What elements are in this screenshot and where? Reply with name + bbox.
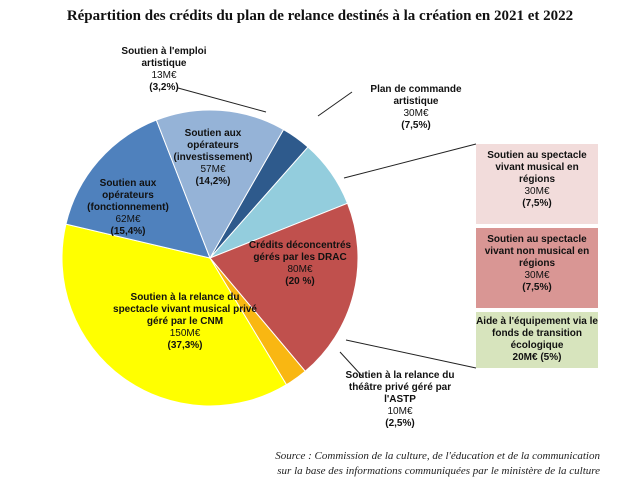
leader-drac-top xyxy=(343,143,477,179)
leader-emploi xyxy=(177,87,267,113)
slice-cnm xyxy=(61,223,288,407)
slice-label-commande: Plan de commande artistique 30M€ (7,5%) xyxy=(370,84,462,131)
leader-drac-bottom xyxy=(345,339,477,369)
slice-label-fonctionnement: Soutien aux opérateurs (fonctionnement) … xyxy=(87,178,169,237)
slice-label-investissement: Soutien aux opérateurs (investissement) … xyxy=(173,128,253,187)
slice-label-drac: Crédits déconcentrés gérés par les DRAC … xyxy=(248,240,352,287)
source-note: Source : Commission de la culture, de l'… xyxy=(275,450,600,477)
slice-fonctionnement xyxy=(65,119,211,259)
leader-commande xyxy=(317,91,353,117)
chart-title: Répartition des crédits du plan de relan… xyxy=(66,8,574,24)
drac-box-musical: Soutien au spectacle vivant musical en r… xyxy=(476,144,598,224)
slice-label-cnm: Soutien à la relance du spectacle vivant… xyxy=(113,292,257,351)
slice-investissement xyxy=(155,109,285,260)
slice-drac xyxy=(209,202,359,372)
drac-box-equipement: Aide à l'équipement via le fonds de tran… xyxy=(476,312,598,368)
drac-box-non-musical: Soutien au spectacle vivant non musical … xyxy=(476,228,598,308)
slice-label-astp: Soutien à la relance du théâtre privé gé… xyxy=(345,370,455,429)
leader-astp xyxy=(339,351,363,377)
slice-label-emploi: Soutien à l'emploi artistique 13M€ (3,2%… xyxy=(121,46,207,93)
